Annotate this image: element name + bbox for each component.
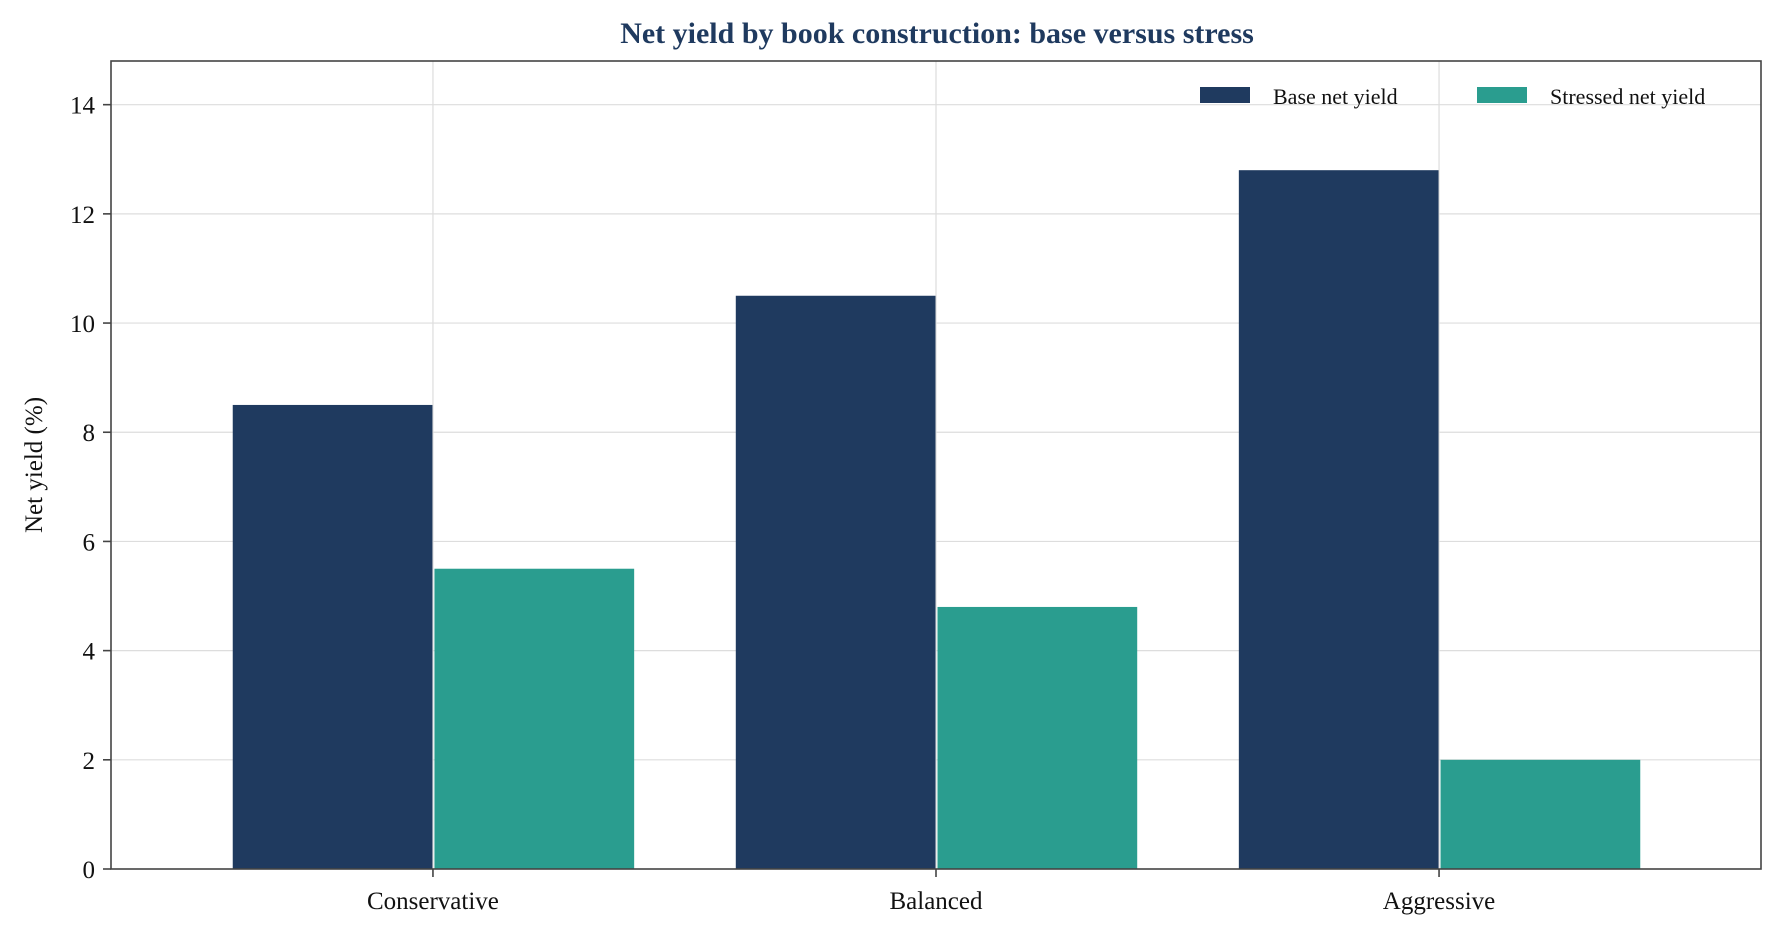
x-tick-label: Balanced <box>889 888 983 915</box>
x-tick-label: Conservative <box>367 888 499 915</box>
chart-title: Net yield by book construction: base ver… <box>620 17 1254 50</box>
y-tick-label: 14 <box>70 93 96 120</box>
y-tick-label: 10 <box>70 311 95 338</box>
legend-label-stressed: Stressed net yield <box>1550 84 1705 109</box>
bar-balanced-base <box>735 295 936 870</box>
x-tick-label: Aggressive <box>1383 888 1495 915</box>
y-tick-label: 0 <box>83 857 96 884</box>
legend-label-base: Base net yield <box>1273 84 1398 109</box>
legend-swatch-stressed <box>1477 87 1527 103</box>
legend-swatch-base <box>1200 87 1250 103</box>
bar-aggressive-base <box>1238 170 1439 869</box>
y-tick-label: 4 <box>83 639 96 666</box>
y-tick-label: 6 <box>83 529 96 556</box>
y-tick-label: 8 <box>83 420 96 447</box>
bar-aggressive-stressed <box>1440 759 1641 869</box>
y-tick-label: 12 <box>70 202 95 229</box>
bar-conservative-base <box>232 404 433 869</box>
bar-conservative-stressed <box>434 568 635 869</box>
legend: Base net yield Stressed net yield <box>1200 84 1705 109</box>
bar-balanced-stressed <box>937 606 1138 869</box>
y-tick-label: 2 <box>83 748 96 775</box>
axes: 0 2 4 6 8 10 12 14 Conservative Balanced Aggressiv… <box>70 60 1762 915</box>
y-axis-label: Net yield (%) <box>21 397 48 533</box>
bars <box>232 170 1641 870</box>
